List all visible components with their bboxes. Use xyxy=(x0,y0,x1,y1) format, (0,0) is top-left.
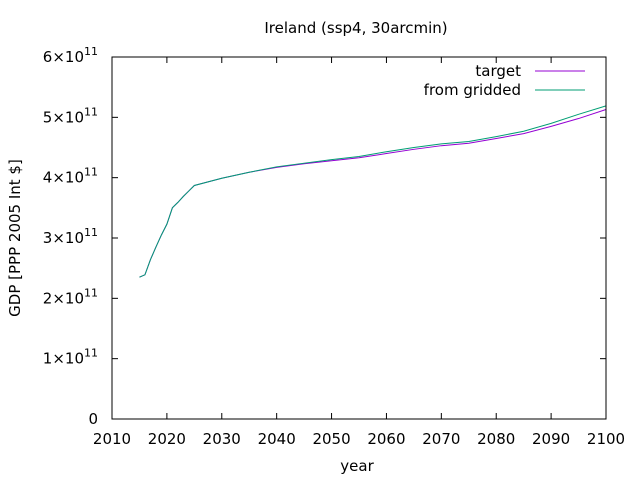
x-axis-label: year xyxy=(340,457,374,475)
plot-lines xyxy=(139,105,607,278)
x-tick-label: 2020 xyxy=(148,430,186,448)
x-tick-label: 2010 xyxy=(93,430,131,448)
chart-title: Ireland (ssp4, 30arcmin) xyxy=(264,19,447,37)
series-line-from-gridded xyxy=(139,105,607,278)
x-tick-label: 2070 xyxy=(422,430,460,448)
legend-label-target: target xyxy=(475,62,521,80)
x-tick-label: 2080 xyxy=(477,430,515,448)
plot-frame xyxy=(111,56,607,420)
x-tick-label: 2060 xyxy=(367,430,405,448)
axis-ticks: 2010 2020 2030 2040 2050 2060 2070 2080 2090 2100… xyxy=(43,45,625,448)
legend-label-from-gridded: from gridded xyxy=(424,81,521,99)
x-tick-label: 2050 xyxy=(312,430,350,448)
legend: target from gridded xyxy=(424,62,585,99)
x-tick-label: 2100 xyxy=(587,430,625,448)
y-tick-label: 0 xyxy=(88,410,98,428)
x-tick-label: 2090 xyxy=(532,430,570,448)
x-tick-label: 2030 xyxy=(203,430,241,448)
x-tick-label: 2040 xyxy=(258,430,296,448)
y-axis-label: GDP [PPP 2005 Int $] xyxy=(6,159,24,317)
